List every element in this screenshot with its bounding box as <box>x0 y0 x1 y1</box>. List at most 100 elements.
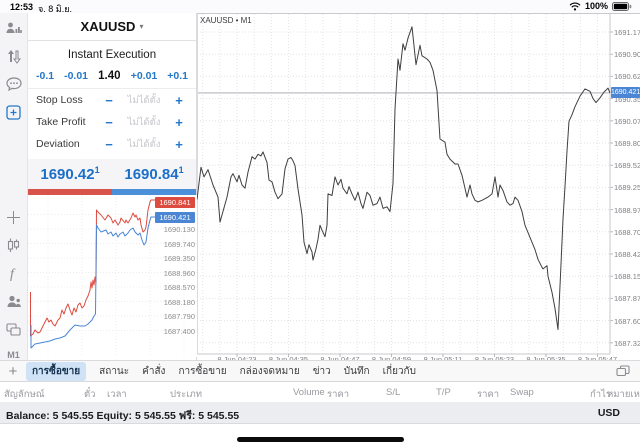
take-profit-minus-button[interactable]: − <box>105 114 113 130</box>
column-header: ราคา <box>327 389 350 400</box>
time-axis-label: 8 Jun 05:47 <box>578 355 617 364</box>
column-header: T/P <box>436 387 451 398</box>
volume-inc-large-button[interactable]: +0.1 <box>167 69 188 82</box>
take-profit-plus-button[interactable]: + <box>175 114 183 130</box>
deviation-label: Deviation <box>36 138 80 150</box>
clock: 12:53 <box>10 2 34 12</box>
take-profit-value[interactable]: ไม่ได้ตั้ง <box>127 116 161 128</box>
column-header: S/L <box>386 387 401 398</box>
order-panel: XAUUSD ▾ Instant Execution -0.1 -0.01 1.… <box>28 13 197 360</box>
column-header: เวลา <box>107 389 127 400</box>
price-axis-label: 1691.175 <box>614 28 640 37</box>
take-profit-label: Take Profit <box>36 116 86 128</box>
status-bar: 12:53 จ. 8 มิ.ย. 100% <box>0 0 640 14</box>
stop-loss-value[interactable]: ไม่ได้ตั้ง <box>127 94 161 106</box>
toolbox-tab-0[interactable]: การซื้อขาย <box>26 361 87 381</box>
column-header: ตั๋ว <box>84 389 96 400</box>
positions-table-header: สัญลักษณ์ ตั๋ว เวลา ประเภท Volume ราคา S/L T/P ร… <box>0 382 640 402</box>
chevron-down-icon: ▾ <box>139 22 144 31</box>
price-axis-label: 1688.150 <box>614 272 640 282</box>
account-summary-row: Balance: 5 545.55 Equity: 5 545.55 ฟรี: … <box>0 402 640 424</box>
current-price-badge: 1690.421 <box>611 87 640 99</box>
time-axis-label: 8 Jun 05:11 <box>424 355 463 364</box>
tick-price-axis-label: 1688.960 <box>163 268 195 278</box>
tick-chart-canvas <box>28 195 197 357</box>
volume-inc-small-button[interactable]: +0.01 <box>130 69 158 82</box>
status-date: จ. 8 มิ.ย. <box>38 4 72 14</box>
volume-value[interactable]: 1.40 <box>98 69 121 82</box>
toolbox-tab-1[interactable]: สถานะ <box>99 365 130 377</box>
tick-price-axis-label: 1690.130 <box>163 225 195 234</box>
take-profit-row: Take Profit − ไม่ได้ตั้ง + <box>28 111 196 133</box>
price-axis-label: 1690.350 <box>614 94 640 104</box>
wifi-icon <box>569 2 581 11</box>
price-axis-label: 1687.875 <box>614 294 640 304</box>
new-order-icon[interactable] <box>5 103 23 121</box>
charts-icon[interactable] <box>5 47 23 65</box>
deviation-plus-button[interactable]: + <box>175 136 183 152</box>
chat-icon[interactable] <box>5 75 23 93</box>
deviation-minus-button[interactable]: − <box>105 136 113 152</box>
battery-percent: 100% <box>584 1 608 11</box>
deviation-value[interactable]: ไม่ได้ตั้ง <box>127 138 161 150</box>
buy-price: 1690.841 <box>124 165 184 183</box>
tick-price-axis-label: 1688.180 <box>163 297 195 307</box>
account-summary: Balance: 5 545.55 Equity: 5 545.55 ฟรี: … <box>6 410 240 422</box>
tick-chart: 1690.5201690.1301689.7401689.3501688.960… <box>28 195 197 357</box>
layout-windows-icon[interactable] <box>616 365 630 377</box>
price-axis-label: 1687.325 <box>614 338 640 348</box>
price-axis-label: 1690.900 <box>614 50 640 60</box>
toolbox-tab-3[interactable]: การซื้อขาย <box>178 365 227 377</box>
add-tab-button[interactable]: + <box>8 362 18 380</box>
price-axis-label: 1690.625 <box>614 72 640 82</box>
symbol-name: XAUUSD <box>80 19 136 34</box>
symbol-selector[interactable]: XAUUSD ▾ <box>28 13 196 41</box>
stop-loss-plus-button[interactable]: + <box>175 92 183 108</box>
time-axis-label: 8 Jun 04:59 <box>372 355 411 364</box>
toolbox-tab-6[interactable]: บันทึก <box>343 365 370 377</box>
home-indicator[interactable] <box>237 437 404 442</box>
toolbox-tab-7[interactable]: เกี่ยวกับ <box>382 365 416 377</box>
volume-dec-small-button[interactable]: -0.01 <box>64 69 89 82</box>
timeframe-button[interactable]: M1 <box>7 350 20 360</box>
sell-price: 1690.421 <box>40 165 100 183</box>
toolbox-tab-2[interactable]: คำสั่ง <box>142 365 166 377</box>
price-chart-canvas[interactable] <box>197 14 640 361</box>
price-axis-label: 1688.700 <box>614 227 640 237</box>
candles-icon[interactable] <box>5 236 23 254</box>
objects-icon[interactable] <box>5 292 23 310</box>
chart-symbol-label: XAUUSD • M1 <box>200 16 252 25</box>
account-currency: USD <box>597 407 620 419</box>
footer <box>0 424 640 447</box>
volume-dec-large-button[interactable]: -0.1 <box>36 69 55 82</box>
ask-price-badge: 1690.841 <box>155 196 195 208</box>
column-header: หมายเหตุ <box>607 389 640 400</box>
crosshair-icon[interactable] <box>5 208 23 226</box>
quotes-icon[interactable] <box>5 19 23 37</box>
time-axis-label: 8 Jun 05:23 <box>475 355 514 364</box>
toolbox-tab-4[interactable]: กล่องจดหมาย <box>239 365 300 377</box>
execution-mode-label: Instant Execution <box>67 49 157 61</box>
tick-price-axis-label: 1689.350 <box>163 254 195 263</box>
price-axis-label: 1688.425 <box>614 250 640 259</box>
bid-ask-prices: 1690.421 1690.841 <box>28 159 196 189</box>
battery-icon <box>612 1 632 11</box>
windows-icon[interactable] <box>5 320 23 338</box>
price-axis-label: 1689.250 <box>614 183 640 193</box>
stop-loss-row: Stop Loss − ไม่ได้ตั้ง + <box>28 89 196 111</box>
column-header: ราคา <box>477 389 500 400</box>
toolbar-sidebar: f M1 <box>0 13 28 360</box>
tick-price-axis-label: 1687.790 <box>163 312 195 321</box>
stop-loss-minus-button[interactable]: − <box>105 92 113 108</box>
column-header: Swap <box>510 387 534 398</box>
toolbox-tab-5[interactable]: ข่าว <box>312 365 331 377</box>
column-header: สัญลักษณ์ <box>4 389 45 400</box>
price-axis-label: 1689.800 <box>614 139 640 148</box>
time-axis-label: 8 Jun 04:35 <box>269 355 308 364</box>
price-axis-label: 1689.525 <box>614 161 640 171</box>
price-chart[interactable]: XAUUSD • M1 1691.175 1690.900 1690.625 1690… <box>197 13 640 364</box>
column-header: Volume <box>293 387 325 398</box>
indicators-f-icon[interactable]: f <box>5 264 23 282</box>
price-axis-label: 1688.975 <box>614 205 640 215</box>
